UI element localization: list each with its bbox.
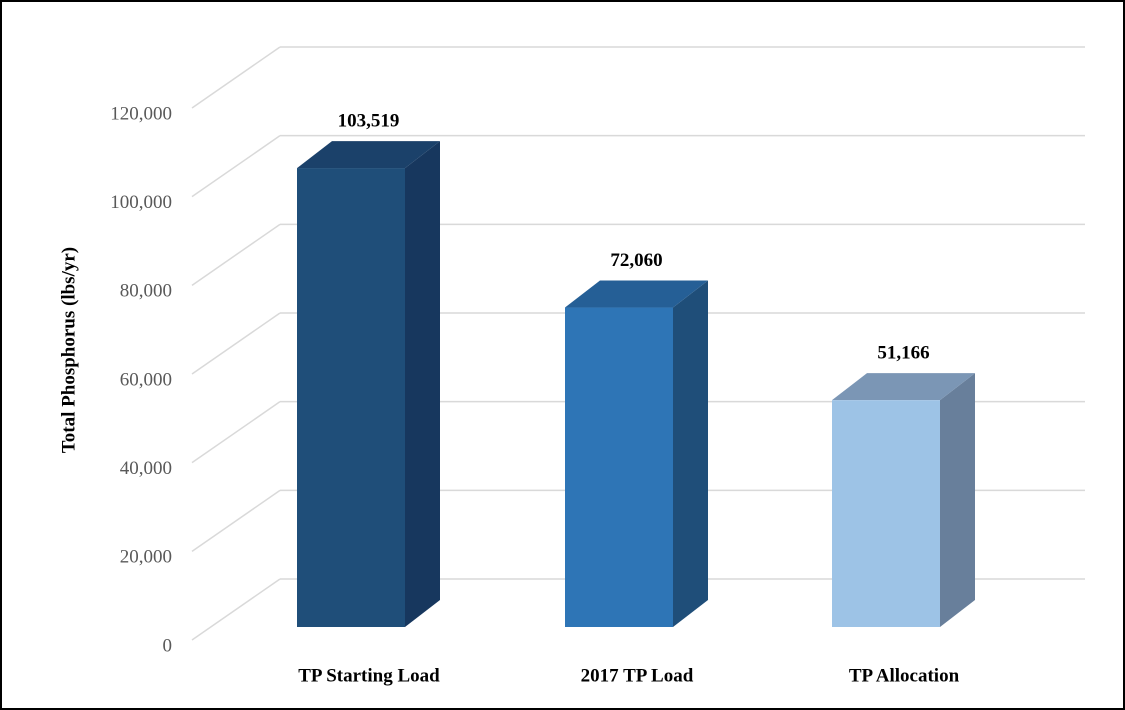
grid-line xyxy=(191,312,281,375)
data-label: 103,519 xyxy=(338,110,400,131)
y-tick-label: 100,000 xyxy=(110,192,172,213)
bar-side xyxy=(940,373,975,627)
grid-line xyxy=(191,46,281,109)
bar-top xyxy=(832,373,975,401)
data-label: 51,166 xyxy=(877,343,929,364)
x-tick-label: TP Allocation xyxy=(849,665,960,686)
y-tick-label: 60,000 xyxy=(120,369,172,390)
bar xyxy=(297,168,405,627)
y-axis-title: Total Phosphorus (lbs/yr) xyxy=(58,247,79,453)
y-tick-label: 0 xyxy=(163,635,173,656)
bar-side xyxy=(673,280,708,627)
y-tick-label: 40,000 xyxy=(120,458,172,479)
grid-line xyxy=(191,135,281,198)
y-tick-label: 20,000 xyxy=(120,547,172,568)
bar xyxy=(565,307,673,627)
x-tick-label: TP Starting Load xyxy=(298,665,440,686)
grid-line xyxy=(191,223,281,286)
bar-side xyxy=(405,141,440,627)
bar-top xyxy=(297,141,440,169)
x-tick-label: 2017 TP Load xyxy=(581,665,694,686)
data-label: 72,060 xyxy=(610,250,662,271)
grid-line xyxy=(191,401,281,464)
y-tick-label: 80,000 xyxy=(120,281,172,302)
bar xyxy=(832,400,940,627)
grid-line xyxy=(191,489,281,552)
grid-line xyxy=(191,578,281,641)
y-tick-label: 120,000 xyxy=(110,103,172,124)
bar-top xyxy=(565,280,708,308)
